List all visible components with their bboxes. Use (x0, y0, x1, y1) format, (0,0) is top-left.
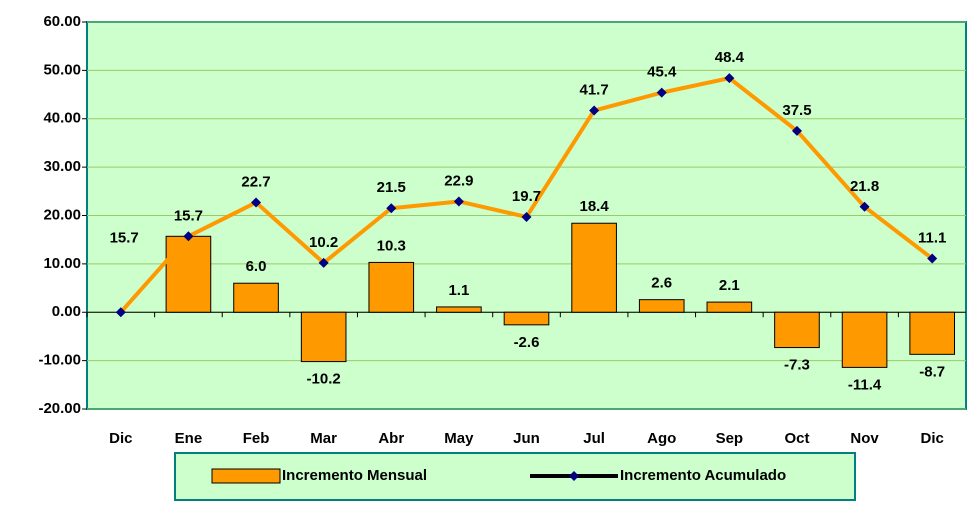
y-tick-label: 30.00 (43, 158, 81, 175)
bar (571, 222, 617, 313)
y-tick-label: 0.00 (52, 303, 81, 320)
legend-swatch (211, 468, 281, 484)
y-tick-label: -10.00 (38, 352, 81, 369)
x-tick-label: Nov (850, 430, 879, 447)
bar-label: 2.1 (719, 277, 740, 294)
x-tick-label: Jul (583, 430, 605, 447)
bar-label: -8.7 (919, 363, 945, 380)
legend (174, 452, 856, 501)
bar-label: -11.4 (848, 376, 882, 393)
line-marker (589, 105, 600, 116)
bar-label: -7.3 (784, 357, 810, 374)
bar-label: 10.3 (377, 237, 406, 254)
x-tick-label: Dic (109, 430, 132, 447)
bar-label: 6.0 (246, 258, 267, 275)
line-marker (115, 307, 126, 318)
x-tick-label: Oct (784, 430, 809, 447)
line-marker (656, 87, 667, 98)
x-tick-label: Sep (716, 430, 744, 447)
line-marker (521, 211, 532, 222)
line-label: 10.2 (309, 234, 338, 251)
line-marker (859, 201, 870, 212)
y-tick-label: 60.00 (43, 13, 81, 30)
x-tick-label: Dic (921, 430, 944, 447)
line-marker (724, 73, 735, 84)
bar (909, 311, 956, 355)
y-tick-label: 40.00 (43, 110, 81, 127)
line-label: 48.4 (715, 49, 745, 66)
line-label: 15.7 (174, 207, 203, 224)
legend-label: Incremento Mensual (282, 467, 427, 484)
line-marker (927, 253, 938, 264)
line-label: 21.5 (377, 179, 406, 196)
bar (638, 299, 685, 313)
bar (774, 311, 820, 349)
y-tick-label: 20.00 (43, 206, 81, 223)
bar (233, 282, 279, 313)
x-tick-label: Feb (243, 430, 270, 447)
bar-label: 1.1 (448, 282, 469, 299)
x-tick-label: Ago (647, 430, 676, 447)
y-tick-label: 10.00 (43, 255, 81, 272)
line-marker (453, 196, 464, 207)
line-label: 21.8 (850, 178, 879, 195)
line-marker (386, 203, 397, 214)
line-marker (318, 257, 329, 268)
line-marker (251, 197, 262, 208)
bar (368, 261, 415, 313)
line-label: 19.7 (512, 188, 541, 205)
line-label: 11.1 (918, 230, 946, 247)
line-label: 45.4 (647, 64, 677, 81)
x-tick-label: Ene (175, 430, 203, 447)
bar (841, 311, 888, 368)
x-tick-label: Mar (310, 430, 337, 447)
bar (165, 235, 212, 313)
line-label: 22.7 (241, 173, 270, 190)
line-marker (791, 125, 802, 136)
bar-label: -2.6 (514, 334, 540, 351)
x-tick-label: May (444, 430, 474, 447)
x-tick-label: Abr (378, 430, 404, 447)
bar-label: 18.4 (580, 198, 610, 215)
y-tick-label: -20.00 (38, 400, 81, 417)
line-label: 37.5 (782, 102, 811, 119)
bar (300, 311, 347, 363)
bar (503, 311, 550, 326)
bar-label: 2.6 (651, 275, 672, 292)
bar (706, 301, 753, 313)
line-label: 41.7 (580, 81, 609, 98)
legend-label: Incremento Acumulado (620, 467, 786, 484)
bar (436, 306, 482, 313)
legend-marker (569, 471, 579, 481)
x-tick-label: Jun (513, 430, 540, 447)
bar-label: 15.7 (110, 229, 139, 246)
line-marker (183, 231, 194, 242)
line-label: 22.9 (444, 172, 473, 189)
bar-label: -10.2 (307, 371, 341, 388)
y-tick-label: 50.00 (43, 61, 81, 78)
